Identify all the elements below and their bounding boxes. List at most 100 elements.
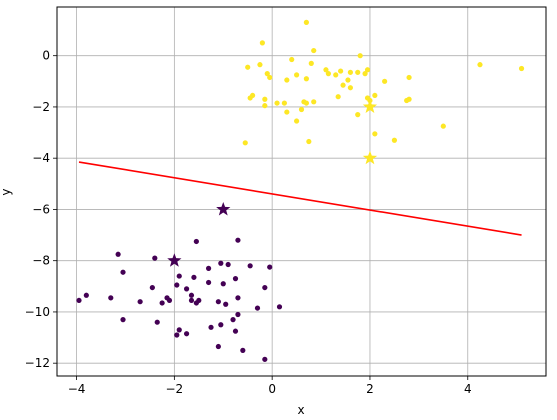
scatter-point-b [149, 284, 155, 291]
scatter-point-a [362, 71, 368, 77]
scatter-point-b [166, 297, 173, 304]
y-axis-label: y [0, 188, 13, 195]
scatter-point-a [284, 109, 290, 115]
x-axis-label: x [297, 403, 304, 417]
scatter-point-b [115, 251, 121, 257]
scatter-point-a [518, 65, 525, 72]
scatter-point-a [357, 53, 363, 59]
scatter-point-a [259, 40, 265, 46]
scatter-point-b [174, 282, 180, 288]
scatter-point-a [355, 69, 361, 75]
points-layer [76, 19, 525, 362]
scatter-point-b [223, 301, 229, 307]
scatter-point-b [240, 347, 246, 353]
axis-ticks: −4 −2 0 2 4 0 −2 −4 −6 −8 −10 −12 [25, 49, 472, 396]
scatter-point-b [183, 331, 190, 337]
scatter-point-a [406, 74, 412, 81]
scatter-point-b [262, 284, 268, 291]
y-tick-label: −8 [32, 254, 50, 268]
scatter-point-b [205, 265, 212, 271]
scatter-point-a [264, 71, 270, 77]
scatter-point-a [281, 100, 287, 106]
scatter-point-a [382, 78, 388, 84]
scatter-point-b [76, 297, 82, 304]
scatter-point-a [372, 92, 378, 99]
scatter-point-b [176, 273, 182, 279]
scatter-point-a [303, 76, 309, 82]
x-tick-label: 4 [464, 382, 472, 396]
x-tick-label: 0 [268, 382, 276, 396]
y-tick-label: −6 [32, 202, 50, 216]
scatter-point-a [294, 72, 300, 78]
scatter-point-b [83, 292, 89, 298]
scatter-point-a [338, 68, 344, 74]
scatter-point-b [232, 328, 239, 334]
scatter-point-b [193, 238, 199, 245]
scatter-point-b [174, 332, 180, 338]
scatter-point-b [276, 304, 283, 310]
scatter-point-a [303, 19, 309, 25]
scatter-point-a [257, 62, 263, 68]
y-tick-label: −12 [25, 356, 50, 370]
scatter-point-a [262, 103, 268, 109]
scatter-point-b [230, 317, 236, 323]
scatter-point-a [372, 131, 378, 137]
star-marker-a [362, 99, 378, 114]
scatter-point-b [208, 324, 214, 330]
y-tick-label: −4 [32, 151, 50, 165]
scatter-point-a [347, 85, 353, 91]
scatter-point-b [176, 327, 182, 333]
scatter-point-b [267, 264, 273, 270]
scatter-point-a [347, 69, 353, 75]
scatter-point-b [120, 269, 126, 275]
scatter-point-a [345, 77, 351, 83]
scatter-point-a [298, 106, 305, 113]
scatter-point-a [306, 138, 312, 145]
scatter-point-b [225, 261, 231, 268]
scatter-point-a [311, 47, 317, 54]
scatter-point-b [218, 260, 224, 266]
scatter-point-b [137, 299, 143, 305]
scatter-point-b [188, 292, 195, 298]
decision-line [78, 161, 522, 236]
star-marker-b [216, 201, 231, 216]
scatter-point-b [188, 297, 195, 304]
scatter-point-b [215, 299, 221, 305]
star-marker-b [167, 253, 182, 267]
scatter-point-b [108, 295, 114, 301]
scatter-point-a [289, 56, 295, 63]
scatter-point-b [218, 322, 224, 328]
scatter-point-a [274, 100, 280, 106]
scatter-point-a [323, 67, 329, 73]
plot-frame [56, 6, 547, 377]
scatter-point-b [205, 279, 212, 286]
scatter-point-a [333, 72, 339, 78]
y-tick-label: 0 [42, 49, 50, 63]
y-tick-label: −10 [25, 305, 50, 319]
decision-line-layer [78, 161, 522, 236]
scatter-point-b [191, 274, 197, 280]
grid-lines [57, 7, 546, 376]
scatter-point-b [159, 300, 165, 306]
scatter-point-b [232, 276, 239, 282]
scatter-point-b [183, 286, 190, 292]
y-tick-label: −2 [32, 100, 50, 114]
x-tick-label: 2 [366, 382, 374, 396]
scatter-point-a [340, 82, 346, 88]
scatter-point-b [247, 263, 253, 269]
star-marker-a [362, 150, 378, 165]
scatter-point-b [235, 295, 241, 301]
scatter-point-b [235, 237, 241, 243]
scatter-point-b [215, 343, 221, 350]
scatter-point-a [325, 71, 331, 77]
x-tick-label: −2 [166, 382, 184, 396]
scatter-point-a [440, 123, 446, 129]
scatter-point-b [193, 300, 199, 306]
scatter-point-a [477, 62, 483, 68]
scatter-point-a [245, 64, 251, 70]
scatter-point-a [364, 67, 371, 73]
scatter-point-a [311, 99, 317, 105]
scatter-point-a [303, 100, 309, 106]
scatter-point-a [406, 96, 412, 102]
